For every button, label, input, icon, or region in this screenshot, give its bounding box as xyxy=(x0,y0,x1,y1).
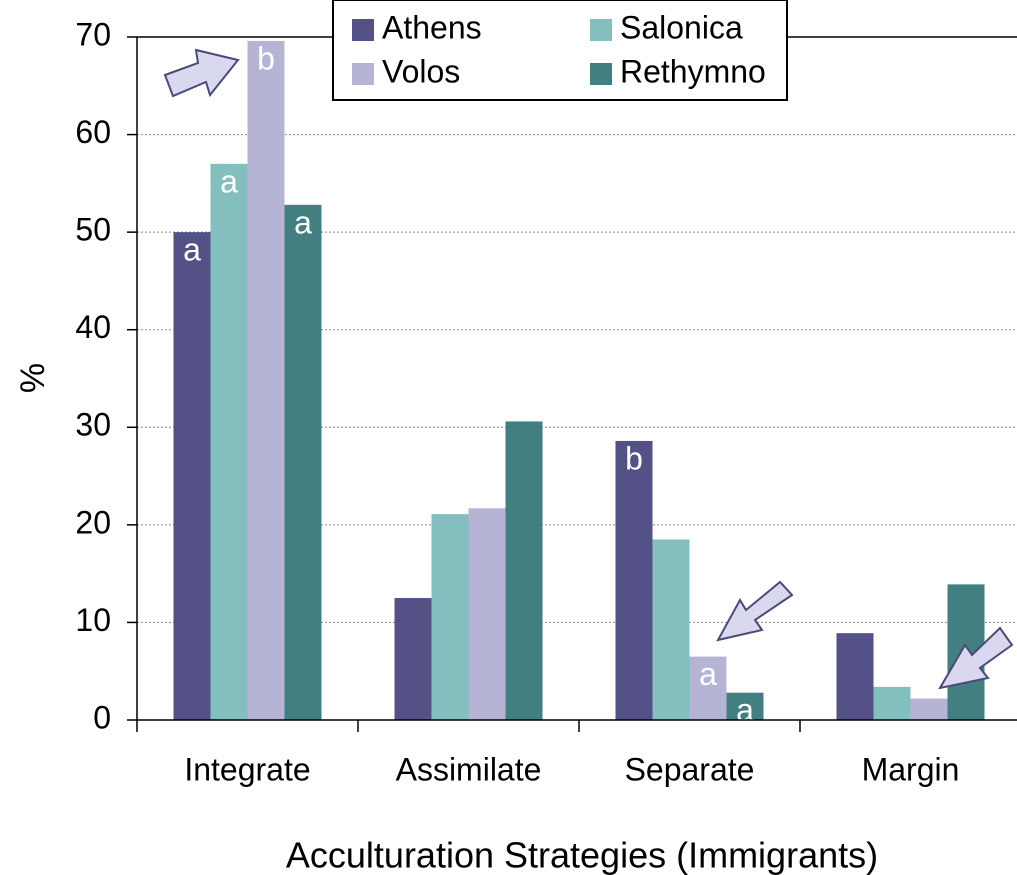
legend-box xyxy=(332,0,788,101)
x-tick-label: Separate xyxy=(625,751,755,787)
x-tick-label: Margin xyxy=(862,751,960,787)
legend-label: Rethymno xyxy=(620,53,766,89)
y-axis-label: % xyxy=(14,363,52,393)
bar xyxy=(468,508,506,720)
bar xyxy=(394,598,432,720)
bar-letter: b xyxy=(625,440,643,476)
y-tick-label: 40 xyxy=(75,309,111,345)
bar-letter: a xyxy=(699,656,717,692)
bar xyxy=(284,204,322,720)
bar xyxy=(431,514,469,720)
legend: Athens Salonica Volos Rethymno xyxy=(332,0,788,101)
arrow xyxy=(938,626,1014,690)
arrow xyxy=(163,48,240,98)
bar-letter: a xyxy=(183,232,201,268)
bar xyxy=(873,686,911,720)
bar xyxy=(615,440,653,720)
bar xyxy=(173,232,211,720)
bar-letter: b xyxy=(257,40,275,76)
bar xyxy=(505,421,543,720)
legend-label: Salonica xyxy=(620,9,743,45)
legend-swatch xyxy=(352,19,374,41)
x-tick-label: Assimilate xyxy=(396,751,542,787)
legend-swatch xyxy=(590,63,612,85)
y-tick-label: 50 xyxy=(75,212,111,248)
bar-letter: a xyxy=(294,204,312,240)
y-tick-label: 20 xyxy=(75,504,111,540)
legend-label: Volos xyxy=(382,53,460,89)
legend-swatch xyxy=(352,63,374,85)
bar xyxy=(836,633,874,720)
legend-label: Athens xyxy=(382,9,482,45)
y-tick-label: 10 xyxy=(75,602,111,638)
x-axis-label: Acculturation Strategies (Immigrants) xyxy=(286,835,878,875)
arrows xyxy=(163,48,1014,690)
y-tick-label: 0 xyxy=(93,699,111,735)
bar xyxy=(726,692,764,720)
bar xyxy=(210,163,248,721)
bar xyxy=(910,698,948,720)
bar xyxy=(247,40,285,721)
bar-letter: a xyxy=(220,163,238,199)
bar xyxy=(652,539,690,720)
bar-letter: a xyxy=(736,692,754,728)
arrow xyxy=(716,580,794,642)
bar xyxy=(689,656,727,720)
x-tick-label: Integrate xyxy=(184,751,310,787)
legend-swatch xyxy=(590,19,612,41)
y-tick-label: 30 xyxy=(75,407,111,443)
y-tick-label: 60 xyxy=(75,114,111,150)
y-tick-label: 70 xyxy=(75,16,111,52)
